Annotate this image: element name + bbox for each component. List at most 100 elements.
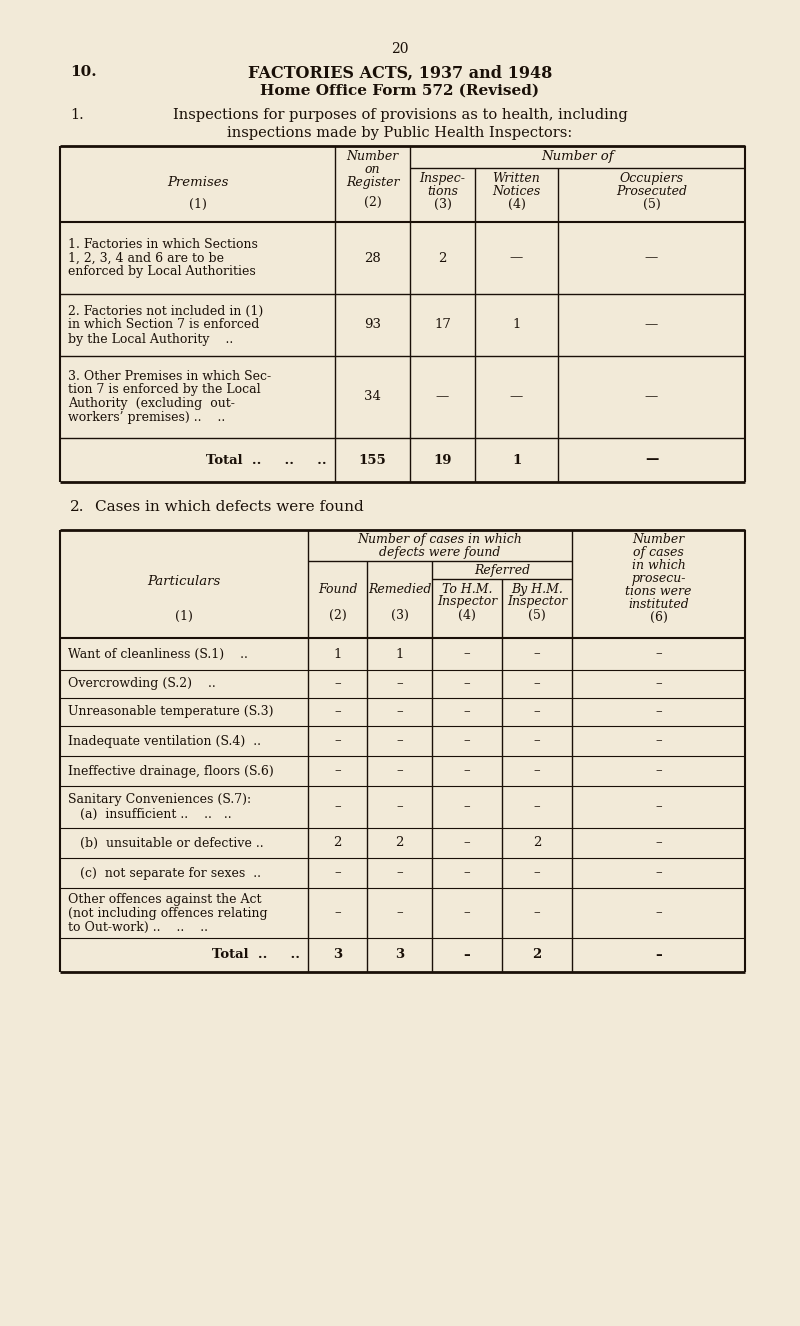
Text: 10.: 10. bbox=[70, 65, 97, 80]
Text: 93: 93 bbox=[364, 318, 381, 332]
Text: (b)  unsuitable or defective ..: (b) unsuitable or defective .. bbox=[68, 837, 264, 850]
Text: –: – bbox=[464, 837, 470, 850]
Text: –: – bbox=[334, 801, 341, 813]
Text: tion 7 is enforced by the Local: tion 7 is enforced by the Local bbox=[68, 383, 261, 396]
Text: —: — bbox=[510, 252, 523, 264]
Text: 1: 1 bbox=[512, 318, 521, 332]
Text: Home Office Form 572 (Revised): Home Office Form 572 (Revised) bbox=[261, 84, 539, 98]
Text: 20: 20 bbox=[391, 42, 409, 56]
Text: Inspector: Inspector bbox=[437, 595, 497, 609]
Text: by the Local Authority    ..: by the Local Authority .. bbox=[68, 333, 234, 346]
Text: –: – bbox=[655, 907, 662, 919]
Text: –: – bbox=[396, 907, 403, 919]
Text: –: – bbox=[334, 907, 341, 919]
Text: Number of cases in which: Number of cases in which bbox=[358, 533, 522, 546]
Text: 3. Other Premises in which Sec-: 3. Other Premises in which Sec- bbox=[68, 370, 271, 382]
Text: Total  ..     ..: Total .. .. bbox=[212, 948, 300, 961]
Text: –: – bbox=[655, 837, 662, 850]
Text: –: – bbox=[464, 801, 470, 813]
Text: 3: 3 bbox=[333, 948, 342, 961]
Text: workers’ premises) ..    ..: workers’ premises) .. .. bbox=[68, 411, 226, 424]
Text: By H.M.: By H.M. bbox=[511, 583, 563, 595]
Text: (1): (1) bbox=[175, 610, 193, 623]
Text: Premises: Premises bbox=[167, 176, 228, 190]
Text: (2): (2) bbox=[364, 196, 382, 210]
Text: (5): (5) bbox=[642, 198, 660, 211]
Text: Cases in which defects were found: Cases in which defects were found bbox=[95, 500, 364, 514]
Text: –: – bbox=[334, 678, 341, 691]
Text: –: – bbox=[655, 678, 662, 691]
Text: Want of cleanliness (S.1)    ..: Want of cleanliness (S.1) .. bbox=[68, 647, 248, 660]
Text: (1): (1) bbox=[189, 198, 206, 211]
Text: –: – bbox=[534, 705, 540, 719]
Text: Register: Register bbox=[346, 176, 399, 190]
Text: –: – bbox=[334, 705, 341, 719]
Text: (4): (4) bbox=[507, 198, 526, 211]
Text: 2: 2 bbox=[395, 837, 404, 850]
Text: –: – bbox=[655, 647, 662, 660]
Text: –: – bbox=[464, 907, 470, 919]
Text: prosecu-: prosecu- bbox=[631, 572, 686, 585]
Text: –: – bbox=[655, 765, 662, 777]
Text: –: – bbox=[396, 765, 403, 777]
Text: (4): (4) bbox=[458, 609, 476, 622]
Text: –: – bbox=[534, 765, 540, 777]
Text: (2): (2) bbox=[329, 609, 346, 622]
Text: Ineffective drainage, floors (S.6): Ineffective drainage, floors (S.6) bbox=[68, 765, 274, 777]
Text: Particulars: Particulars bbox=[147, 575, 221, 587]
Text: instituted: instituted bbox=[628, 598, 689, 611]
Text: Sanitary Conveniences (S.7):: Sanitary Conveniences (S.7): bbox=[68, 793, 251, 806]
Text: 2.: 2. bbox=[70, 500, 85, 514]
Text: in which: in which bbox=[632, 560, 686, 572]
Text: —: — bbox=[645, 252, 658, 264]
Text: Number: Number bbox=[632, 533, 685, 546]
Text: –: – bbox=[655, 801, 662, 813]
Text: 17: 17 bbox=[434, 318, 451, 332]
Text: –: – bbox=[655, 735, 662, 748]
Text: Overcrowding (S.2)    ..: Overcrowding (S.2) .. bbox=[68, 678, 216, 691]
Text: Found: Found bbox=[318, 583, 358, 595]
Text: 2: 2 bbox=[532, 948, 542, 961]
Text: —: — bbox=[645, 318, 658, 332]
Text: tions: tions bbox=[427, 186, 458, 198]
Text: –: – bbox=[334, 866, 341, 879]
Text: –: – bbox=[534, 866, 540, 879]
Text: in which Section 7 is enforced: in which Section 7 is enforced bbox=[68, 318, 259, 332]
Text: (3): (3) bbox=[390, 609, 409, 622]
Text: 1: 1 bbox=[512, 453, 521, 467]
Text: Inspections for purposes of provisions as to health, including: Inspections for purposes of provisions a… bbox=[173, 107, 627, 122]
Text: 1: 1 bbox=[334, 647, 342, 660]
Text: Number: Number bbox=[346, 150, 398, 163]
Text: (c)  not separate for sexes  ..: (c) not separate for sexes .. bbox=[68, 866, 261, 879]
Text: Prosecuted: Prosecuted bbox=[616, 186, 687, 198]
Text: tions were: tions were bbox=[626, 585, 692, 598]
Text: 34: 34 bbox=[364, 390, 381, 403]
Text: –: – bbox=[396, 801, 403, 813]
Text: –: – bbox=[464, 735, 470, 748]
Text: 1: 1 bbox=[395, 647, 404, 660]
Text: 1.: 1. bbox=[70, 107, 84, 122]
Text: (a)  insufficient ..    ..   ..: (a) insufficient .. .. .. bbox=[68, 808, 232, 821]
Text: Unreasonable temperature (S.3): Unreasonable temperature (S.3) bbox=[68, 705, 274, 719]
Text: Other offences against the Act: Other offences against the Act bbox=[68, 892, 262, 906]
Text: (5): (5) bbox=[528, 609, 546, 622]
Text: –: – bbox=[655, 948, 662, 961]
Text: –: – bbox=[655, 705, 662, 719]
Text: 2. Factories not included in (1): 2. Factories not included in (1) bbox=[68, 305, 263, 317]
Text: –: – bbox=[396, 678, 403, 691]
Text: —: — bbox=[645, 390, 658, 403]
Text: (6): (6) bbox=[650, 611, 667, 625]
Text: Remedied: Remedied bbox=[368, 583, 431, 595]
Text: Notices: Notices bbox=[492, 186, 541, 198]
Text: —: — bbox=[510, 390, 523, 403]
Text: to Out-work) ..    ..    ..: to Out-work) .. .. .. bbox=[68, 920, 208, 934]
Text: –: – bbox=[464, 765, 470, 777]
Text: 155: 155 bbox=[358, 453, 386, 467]
Text: Inadequate ventilation (S.4)  ..: Inadequate ventilation (S.4) .. bbox=[68, 735, 261, 748]
Text: Referred: Referred bbox=[474, 564, 530, 577]
Text: –: – bbox=[334, 735, 341, 748]
Text: –: – bbox=[655, 866, 662, 879]
Text: Authority  (excluding  out-: Authority (excluding out- bbox=[68, 398, 235, 411]
Text: FACTORIES ACTS, 1937 and 1948: FACTORIES ACTS, 1937 and 1948 bbox=[248, 65, 552, 82]
Text: (not including offences relating: (not including offences relating bbox=[68, 907, 268, 919]
